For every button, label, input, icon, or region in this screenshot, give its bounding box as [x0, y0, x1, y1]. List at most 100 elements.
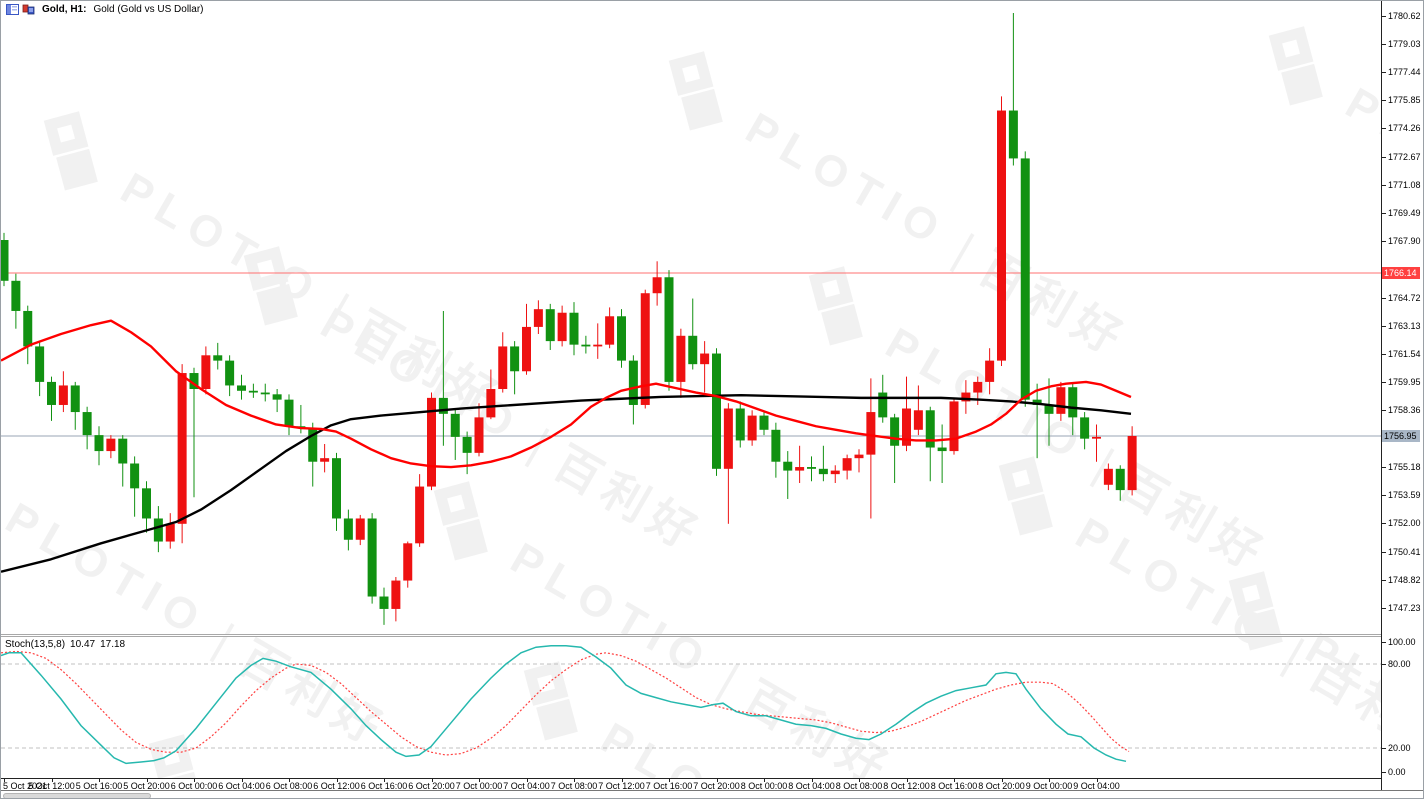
candle — [818, 445, 828, 482]
candle — [593, 323, 603, 359]
candle — [367, 513, 377, 604]
candle — [260, 383, 270, 402]
candle — [961, 380, 971, 414]
hline-price-flag: 1766.14 — [1382, 266, 1420, 279]
candle — [403, 541, 413, 588]
plotio-logo-icon — [1228, 571, 1283, 651]
candle — [23, 305, 33, 365]
time-tick — [954, 779, 955, 782]
indicator-name: Stoch(13,5,8) — [5, 639, 66, 650]
candle — [165, 513, 175, 549]
candle — [854, 449, 864, 473]
candle — [1, 232, 9, 287]
candle — [676, 328, 686, 398]
candle — [866, 378, 876, 519]
price-tick-label: 1758.36 — [1382, 405, 1421, 416]
candle — [248, 383, 258, 398]
candle — [189, 367, 199, 498]
price-axis[interactable]: 1780.62 1779.03 1777.44 1775.85 1774.26 1772.… — [1381, 1, 1423, 790]
candlestick-chart-icon — [22, 4, 35, 15]
time-tick — [384, 779, 385, 782]
time-tick-label: 7 Oct 04:00 — [503, 781, 550, 791]
candle — [106, 435, 116, 459]
time-tick-label: 9 Oct 00:00 — [1025, 781, 1073, 791]
candle — [284, 394, 294, 436]
candle — [1008, 12, 1018, 166]
candle — [581, 335, 591, 354]
time-tick — [526, 779, 528, 782]
candle — [652, 261, 662, 306]
candle — [213, 342, 223, 370]
indicator-label: Stoch(13,5,8) 10.47 17.18 — [5, 639, 125, 650]
candle — [545, 303, 555, 350]
candle — [320, 443, 330, 473]
price-tick-label: 1771.08 — [1382, 179, 1421, 190]
candle — [842, 454, 852, 480]
candle — [70, 381, 80, 430]
plotio-logo-icon — [523, 661, 578, 741]
stoch-signal-line — [1, 650, 1130, 756]
price-tick-label: 1772.67 — [1382, 151, 1421, 162]
time-tick-label: 7 Oct 00:00 — [455, 781, 503, 791]
time-tick-label: 6 Oct 00:00 — [170, 781, 218, 791]
time-tick — [99, 779, 100, 782]
candle — [510, 341, 520, 395]
candle — [415, 474, 425, 547]
candle — [225, 355, 235, 397]
horizontal-scrollbar-thumb[interactable] — [3, 793, 151, 798]
ma-fast-line — [1, 319, 1132, 469]
time-tick — [194, 779, 195, 782]
candle — [617, 309, 626, 368]
indicator-subwindow[interactable] — [1, 637, 1381, 778]
indicator-tick-label: 20.00 — [1382, 742, 1411, 753]
time-tick — [764, 779, 765, 782]
stoch-main-line — [1, 645, 1127, 765]
main-chart-pane[interactable] — [1, 1, 1381, 634]
time-tick-label: 6 Oct 04:00 — [218, 781, 265, 791]
time-tick-label: 6 Oct 16:00 — [360, 781, 408, 791]
candle — [1068, 383, 1078, 436]
candle — [997, 96, 1006, 366]
time-axis[interactable]: 5 Oct 2021 5 Oct 12:00 5 Oct 16:00 5 Oct 20… — [1, 778, 1381, 791]
candle — [937, 424, 947, 484]
candle — [82, 406, 92, 450]
time-tick-label: 7 Oct 20:00 — [693, 781, 740, 791]
candle — [94, 426, 104, 466]
candle — [11, 273, 21, 329]
chart-window-icon — [6, 4, 19, 15]
price-tick-label: 1777.44 — [1382, 67, 1421, 78]
time-tick — [4, 779, 5, 782]
time-tick-label: 6 Oct 12:00 — [313, 781, 360, 791]
candle — [462, 431, 472, 475]
candle — [913, 385, 923, 436]
candle — [830, 465, 840, 484]
time-tick — [669, 779, 670, 782]
candle — [35, 341, 45, 397]
time-tick — [431, 779, 433, 782]
candle — [712, 348, 721, 476]
candle — [735, 401, 745, 448]
pane-separator[interactable] — [1, 634, 1381, 637]
time-tick — [1049, 779, 1050, 782]
candle — [664, 270, 674, 391]
candle — [355, 514, 365, 546]
candle — [47, 376, 56, 421]
candle — [237, 374, 246, 400]
candle — [1032, 383, 1042, 459]
candle — [391, 577, 401, 622]
candle — [379, 587, 389, 625]
time-tick-label: 6 Oct 20:00 — [408, 781, 455, 791]
price-tick-label: 1753.59 — [1382, 490, 1421, 501]
plotio-watermark: PLOTIO|百利好 — [778, 251, 1287, 594]
time-tick-label: 8 Oct 04:00 — [788, 781, 835, 791]
candle — [1127, 426, 1137, 496]
ma-slow-line — [1, 394, 1132, 573]
time-tick — [1096, 779, 1098, 782]
price-tick-label: 1750.41 — [1382, 546, 1421, 557]
time-tick-label: 5 Oct 12:00 — [28, 781, 75, 791]
candle — [1044, 378, 1054, 446]
time-tick — [716, 779, 718, 782]
candle — [807, 456, 816, 482]
plotio-watermark: PLOTIO|百利好 — [968, 441, 1423, 784]
